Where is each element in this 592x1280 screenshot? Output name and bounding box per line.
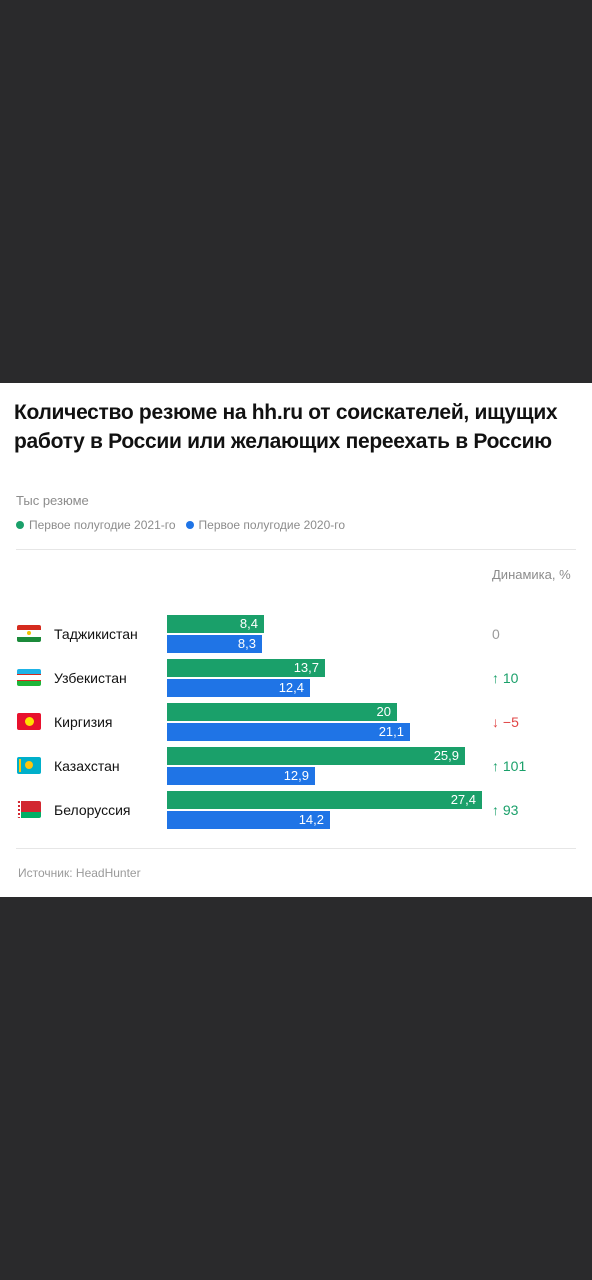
flag-stripe xyxy=(17,680,41,681)
bar-2021: 20 xyxy=(167,703,397,721)
bar-2020: 12,4 xyxy=(167,679,310,697)
flag-stripe xyxy=(17,674,41,675)
legend-item-2021: Первое полугодие 2021-го xyxy=(16,518,176,532)
chart-row: Таджикистан 8,4 8,3 0 xyxy=(0,615,592,655)
flag-stripe xyxy=(25,761,33,769)
flag-stripe xyxy=(17,625,41,630)
bar-value-label: 12,9 xyxy=(283,768,309,783)
flag-stripe xyxy=(17,637,41,642)
chart-row: Киргизия 20 21,1 ↓ −5 xyxy=(0,703,592,743)
bar-value-label: 8,4 xyxy=(239,616,258,631)
source-label: Источник: HeadHunter xyxy=(18,866,141,880)
kyrgyzstan-flag-icon xyxy=(17,713,41,730)
flag-stripe xyxy=(17,681,41,686)
category-label: Узбекистан xyxy=(54,670,127,686)
bar-2020: 14,2 xyxy=(167,811,330,829)
dynamics-value: ↑ 101 xyxy=(492,758,527,774)
flag-stripe xyxy=(27,631,31,635)
bar-value-label: 8,3 xyxy=(237,636,256,651)
bar-2020: 12,9 xyxy=(167,767,315,785)
category-label: Белоруссия xyxy=(54,802,131,818)
bar-value-label: 12,4 xyxy=(278,680,304,695)
bar-value-label: 20 xyxy=(376,704,391,719)
belarus-flag-icon xyxy=(17,801,41,818)
top-divider xyxy=(16,549,576,550)
flag-stripe xyxy=(17,801,41,812)
dynamics-value: ↓ −5 xyxy=(492,714,519,730)
bar-2021: 13,7 xyxy=(167,659,325,677)
flag-stripe xyxy=(18,801,20,818)
bar-value-label: 27,4 xyxy=(450,792,476,807)
chart-title: Количество резюме на hh.ru от соискателе… xyxy=(14,401,558,453)
tajikistan-flag-icon xyxy=(17,625,41,642)
kazakhstan-flag-icon xyxy=(17,757,41,774)
category-label: Киргизия xyxy=(54,714,113,730)
flag-stripe xyxy=(17,812,41,818)
category-label: Таджикистан xyxy=(54,626,138,642)
units-label: Тыс резюме xyxy=(16,493,89,508)
chart-row: Казахстан 25,9 12,9 ↑ 101 xyxy=(0,747,592,787)
legend-dot-2020-icon xyxy=(185,521,194,529)
legend: Первое полугодие 2021-го Первое полугоди… xyxy=(16,517,355,533)
bar-value-label: 25,9 xyxy=(433,748,459,763)
legend-dot-2021-icon xyxy=(16,521,24,529)
bar-2020: 8,3 xyxy=(167,635,262,653)
legend-label-2021: Первое полугодие 2021-го xyxy=(29,518,176,532)
dynamics-value: ↑ 10 xyxy=(492,670,519,686)
legend-label-2020: Первое полугодие 2020-го xyxy=(198,518,346,532)
bar-value-label: 13,7 xyxy=(293,660,319,675)
flag-stripe xyxy=(19,759,21,772)
chart-row: Узбекистан 13,7 12,4 ↑ 10 xyxy=(0,659,592,699)
bottom-divider xyxy=(16,848,576,849)
uzbekistan-flag-icon xyxy=(17,669,41,686)
bar-2021: 8,4 xyxy=(167,615,264,633)
legend-item-2020: Первое полугодие 2020-го xyxy=(185,518,346,532)
flag-stripe xyxy=(25,717,34,726)
dynamics-value: ↑ 93 xyxy=(492,802,519,818)
chart-card: Количество резюме на hh.ru от соискателе… xyxy=(0,383,592,897)
bar-2021: 27,4 xyxy=(167,791,482,809)
dynamics-header: Динамика, % xyxy=(492,567,571,582)
chart-row: Белоруссия 27,4 14,2 ↑ 93 xyxy=(0,791,592,831)
bar-value-label: 21,1 xyxy=(378,724,404,739)
dynamics-value: 0 xyxy=(492,626,500,642)
bar-value-label: 14,2 xyxy=(298,812,324,827)
category-label: Казахстан xyxy=(54,758,120,774)
bar-2021: 25,9 xyxy=(167,747,465,765)
bar-2020: 21,1 xyxy=(167,723,410,741)
flag-stripe xyxy=(17,669,41,674)
flag-stripe xyxy=(17,675,41,680)
